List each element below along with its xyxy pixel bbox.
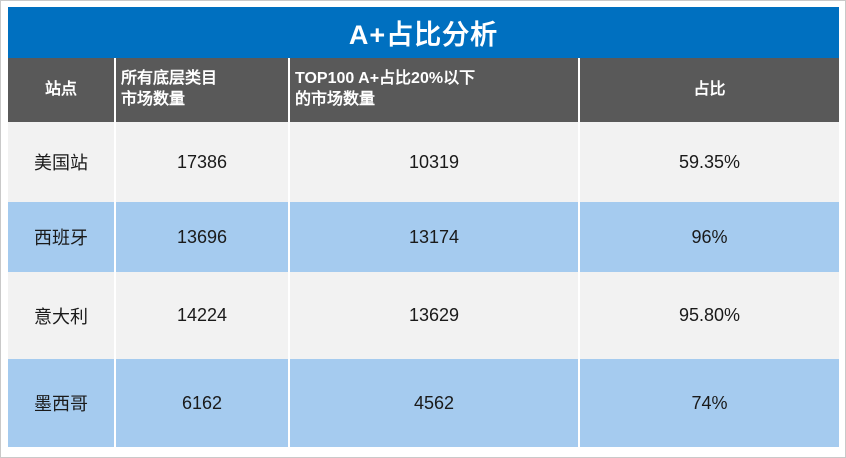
aplus-ratio-table: A+占比分析 站点 所有底层类目 市场数量 TOP100 A+占比20%以下 的… bbox=[8, 7, 839, 447]
header-cell-site: 站点 bbox=[8, 58, 114, 122]
cell-site: 西班牙 bbox=[8, 202, 114, 272]
cell-total-markets: 14224 bbox=[116, 272, 288, 359]
table-grid: 站点 所有底层类目 市场数量 TOP100 A+占比20%以下 的市场数量 占比… bbox=[8, 58, 839, 447]
table-title-bar: A+占比分析 bbox=[8, 7, 839, 58]
cell-site: 墨西哥 bbox=[8, 359, 114, 447]
cell-ratio: 59.35% bbox=[580, 122, 839, 202]
cell-ratio: 95.80% bbox=[580, 272, 839, 359]
cell-total-markets: 17386 bbox=[116, 122, 288, 202]
cell-total-markets: 6162 bbox=[116, 359, 288, 447]
header-cell-ratio: 占比 bbox=[580, 58, 839, 122]
cell-ratio: 96% bbox=[580, 202, 839, 272]
header-cell-total-markets: 所有底层类目 市场数量 bbox=[116, 58, 288, 122]
cell-low-aplus-markets: 13629 bbox=[290, 272, 578, 359]
cell-low-aplus-markets: 13174 bbox=[290, 202, 578, 272]
cell-low-aplus-markets: 10319 bbox=[290, 122, 578, 202]
table-title: A+占比分析 bbox=[348, 20, 499, 50]
cell-ratio: 74% bbox=[580, 359, 839, 447]
cell-low-aplus-markets: 4562 bbox=[290, 359, 578, 447]
header-cell-low-aplus-markets: TOP100 A+占比20%以下 的市场数量 bbox=[290, 58, 578, 122]
cell-site: 意大利 bbox=[8, 272, 114, 359]
cell-site: 美国站 bbox=[8, 122, 114, 202]
cell-total-markets: 13696 bbox=[116, 202, 288, 272]
